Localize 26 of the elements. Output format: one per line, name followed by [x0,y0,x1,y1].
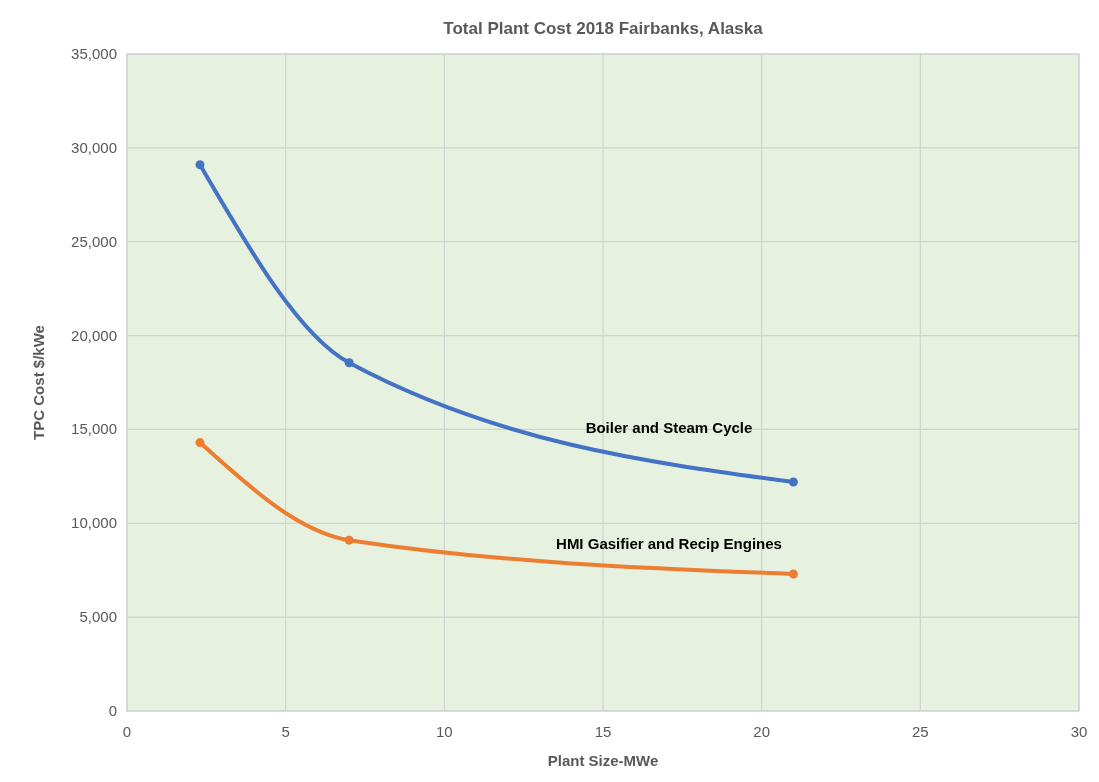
chart-title: Total Plant Cost 2018 Fairbanks, Alaska [443,19,764,38]
point [788,477,798,487]
y-tick-label: 35,000 [71,45,117,62]
series-label: HMI Gasifier and Recip Engines [556,534,782,552]
y-tick-label: 25,000 [71,232,117,250]
y-tick-label: 30,000 [71,138,117,156]
y-tick-label: 15,000 [71,420,117,438]
series-label: Boiler and Steam Cycle [585,418,753,436]
x-axis-title: Plant Size-MWe [547,752,659,769]
x-tick-label: 0 [122,723,132,740]
y-tick-label: 5,000 [79,608,117,626]
x-tick-label: 5 [281,723,290,740]
point [195,438,205,448]
y-tick-label: 20,000 [71,326,117,344]
x-tick-label: 15 [594,723,612,740]
y-axis-title: TPC Cost $/kWe [30,325,47,440]
point [344,535,354,545]
x-tick-label: 30 [1070,723,1088,740]
y-tick-label: 0 [108,702,117,719]
x-tick-label: 10 [435,723,453,740]
x-tick-label: 20 [753,723,771,740]
y-tick-label: 10,000 [71,514,117,532]
point [195,160,205,170]
point [344,358,354,368]
x-tick-label: 25 [911,723,929,740]
point [788,569,798,579]
